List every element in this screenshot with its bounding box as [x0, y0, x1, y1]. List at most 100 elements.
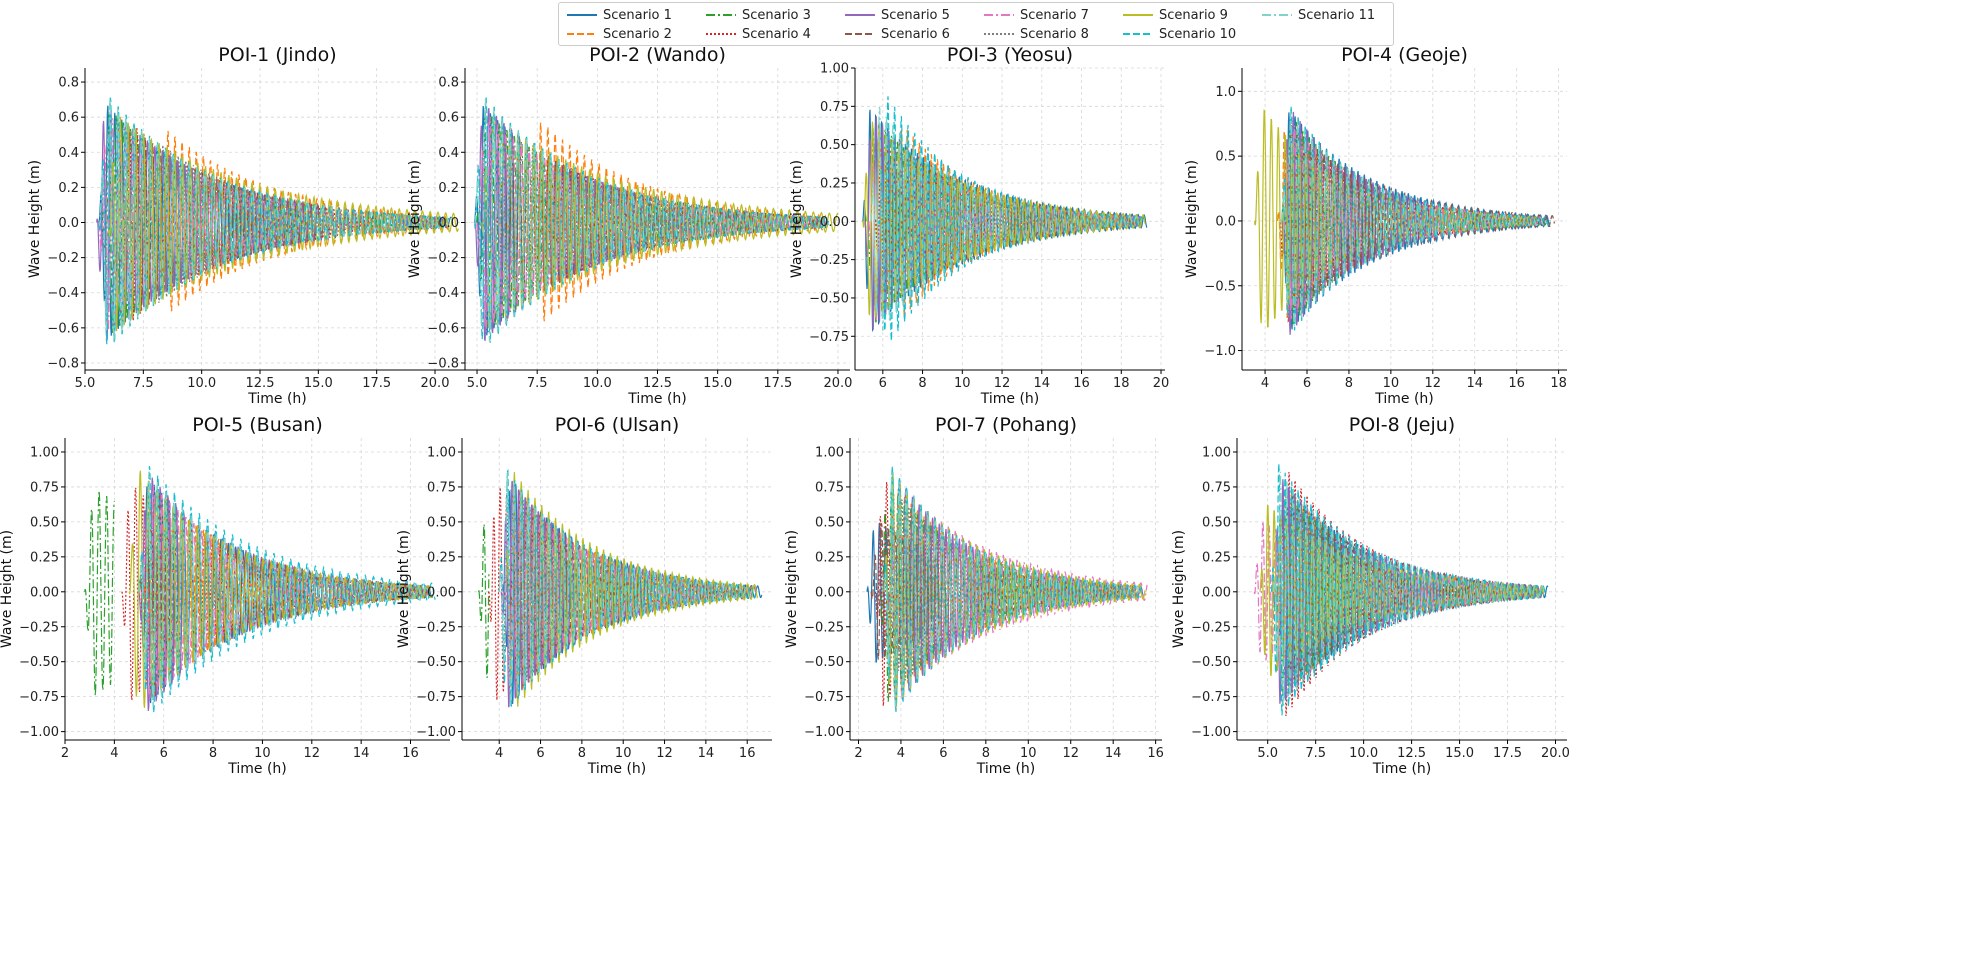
- legend-swatch: [984, 14, 1014, 16]
- series-group: [862, 96, 1148, 342]
- series-scenario-9: [128, 470, 434, 708]
- legend-item-scenario-7: Scenario 7: [984, 6, 1089, 24]
- x-tick-label: 5.0: [75, 376, 96, 391]
- x-tick-label: 12: [1062, 746, 1079, 761]
- series-group: [474, 97, 839, 343]
- y-tick-label: 0.5: [1215, 150, 1236, 165]
- y-tick-label: 0.50: [427, 515, 456, 530]
- subplot-6: 4 6 8 10 12 14 16 −1.00 −0.75 −0.50 −0.25 0.00 0.25 0…: [396, 414, 772, 777]
- y-tick-label: 0.0: [1215, 214, 1236, 229]
- series-scenario-9: [107, 116, 459, 332]
- chart-title: POI-1 (Jindo): [218, 44, 336, 66]
- legend-item-scenario-2: Scenario 2: [567, 25, 672, 43]
- y-tick-label: −0.75: [19, 690, 59, 705]
- legend-swatch: [845, 14, 875, 16]
- x-tick-label: 15.0: [1445, 746, 1474, 761]
- series-scenario-10: [883, 466, 1144, 712]
- y-tick-label: −0.5: [1204, 279, 1236, 294]
- y-tick-label: −1.0: [1204, 344, 1236, 359]
- x-tick-label: 10: [1020, 746, 1037, 761]
- x-tick-label: 10: [1383, 376, 1400, 391]
- series-scenario-8: [513, 499, 746, 681]
- series-scenario-10: [1281, 106, 1551, 331]
- x-tick-label: 20.0: [823, 376, 852, 391]
- series-scenario-11: [1272, 471, 1543, 708]
- series-group: [84, 466, 436, 713]
- subplot-5: 2 4 6 8 10 12 14 16 −1.00 −0.75 −0.50 −0.25 0.00 0.25…: [0, 414, 450, 777]
- series-scenario-11: [138, 471, 431, 707]
- subplot-4: 4 6 8 10 12 14 16 18 −1.0 −0.5 0.0 0.5 1.0 POI-4 (Geo…: [1184, 44, 1567, 407]
- y-tick-label: −0.2: [427, 251, 459, 266]
- y-tick-label: 1.00: [1202, 445, 1231, 460]
- legend-item-scenario-8: Scenario 8: [984, 25, 1089, 43]
- y-tick-label: 1.00: [815, 445, 844, 460]
- series-scenario-11: [883, 471, 1142, 708]
- subplot-1: 5.0 7.5 10.0 12.5 15.0 17.5 20.0 −0.8 −0.6 −0.4 −0…: [27, 44, 470, 407]
- x-tick-label: 12.5: [246, 376, 275, 391]
- legend-label: Scenario 1: [603, 7, 672, 23]
- series-group: [1253, 463, 1549, 717]
- x-tick-label: 12.5: [643, 376, 672, 391]
- series-scenario-11: [1281, 110, 1547, 326]
- legend-swatch: [567, 33, 597, 35]
- x-tick-label: 5.0: [1257, 746, 1278, 761]
- y-axis-label: Wave Height (m): [27, 160, 43, 278]
- chart-title: POI-6 (Ulsan): [555, 414, 680, 436]
- x-tick-label: 12: [1425, 376, 1442, 391]
- series-scenario-11: [474, 99, 825, 342]
- x-tick-label: 8: [918, 376, 926, 391]
- x-axis-label: Time (h): [980, 391, 1040, 407]
- legend-label: Scenario 7: [1020, 7, 1089, 23]
- series-group: [866, 466, 1148, 712]
- y-tick-label: 0.4: [58, 146, 79, 161]
- legend-item-scenario-5: Scenario 5: [845, 6, 950, 24]
- x-tick-label: 7.5: [133, 376, 154, 391]
- y-tick-label: 0.75: [815, 480, 844, 495]
- legend-label: Scenario 11: [1298, 7, 1376, 23]
- series-scenario-2: [531, 122, 827, 322]
- y-tick-label: −1.00: [19, 725, 59, 740]
- y-axis-label: Wave Height (m): [0, 530, 15, 648]
- y-tick-label: −0.25: [804, 620, 844, 635]
- y-tick-label: 0.00: [820, 215, 849, 230]
- y-tick-label: −0.50: [809, 291, 849, 306]
- legend-swatch: [706, 14, 736, 16]
- x-tick-label: 12: [304, 746, 321, 761]
- subplot-2: 5.0 7.5 10.0 12.5 15.0 17.5 20.0 −0.8 −0.6 −0.4 −0…: [407, 44, 852, 407]
- y-tick-label: 0.2: [58, 181, 79, 196]
- series-scenario-10: [1270, 463, 1547, 716]
- y-tick-label: −0.25: [1191, 620, 1231, 635]
- x-tick-label: 10.0: [1349, 746, 1378, 761]
- series-group: [477, 469, 763, 709]
- series-scenario-10: [498, 469, 757, 709]
- y-tick-label: 0.25: [1202, 550, 1231, 565]
- subplot-3: 6 8 10 12 14 16 18 20 −0.75 −0.50 −0.25 0.00 0.25 0.5…: [789, 44, 1169, 407]
- x-axis-label: Time (h): [587, 761, 647, 777]
- x-tick-label: 16: [739, 746, 756, 761]
- y-tick-label: 0.8: [438, 76, 459, 91]
- legend-swatch: [984, 33, 1014, 35]
- series-scenario-9: [505, 472, 759, 707]
- series-scenario-3: [84, 490, 115, 696]
- x-tick-label: 17.5: [763, 376, 792, 391]
- y-tick-label: 0.25: [815, 550, 844, 565]
- x-tick-label: 20.0: [421, 376, 450, 391]
- y-tick-label: −0.50: [416, 655, 456, 670]
- series-scenario-4: [1278, 471, 1539, 717]
- x-tick-label: 10: [954, 376, 971, 391]
- x-axis-label: Time (h): [1374, 391, 1434, 407]
- y-tick-label: 0.50: [820, 138, 849, 153]
- y-tick-label: 0.75: [30, 480, 59, 495]
- y-tick-label: 0.6: [438, 111, 459, 126]
- x-tick-label: 6: [1303, 376, 1311, 391]
- y-tick-label: 0.75: [427, 480, 456, 495]
- x-tick-label: 2: [61, 746, 69, 761]
- y-tick-label: 0.0: [58, 216, 79, 231]
- x-tick-label: 16: [1147, 746, 1164, 761]
- y-tick-label: −1.00: [416, 725, 456, 740]
- x-tick-label: 10.0: [583, 376, 612, 391]
- x-tick-label: 7.5: [527, 376, 548, 391]
- x-axis-label: Time (h): [1372, 761, 1432, 777]
- series-scenario-11: [498, 472, 754, 706]
- y-tick-label: 0.8: [58, 76, 79, 91]
